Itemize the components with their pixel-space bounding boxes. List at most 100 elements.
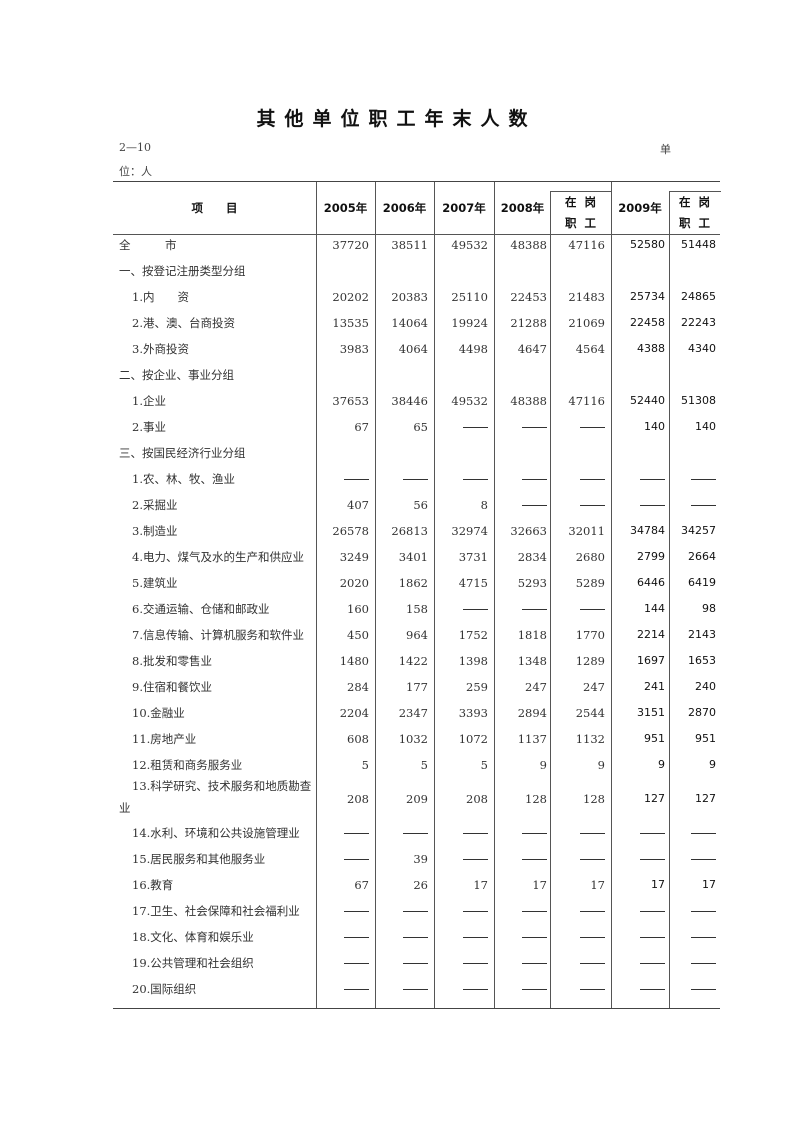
- no-data-dash: [522, 609, 547, 610]
- cell-value: 4647: [517, 342, 547, 356]
- cell-value: 25734: [630, 290, 665, 303]
- cell-value: 9: [539, 758, 547, 772]
- cell-value: 8: [480, 498, 488, 512]
- cell-value: 26813: [391, 524, 428, 538]
- unit-label-part2: 位：人: [119, 165, 152, 178]
- cell-value: 26: [413, 878, 428, 892]
- no-data-dash: [344, 859, 369, 860]
- row-label: 1.农、林、牧、渔业: [132, 472, 235, 486]
- row-label: 10.金融业: [132, 706, 185, 720]
- cell-value: 5293: [517, 576, 547, 590]
- table-row: 5.建筑业 2020 1862 4715 5293 5289 6446 6419: [113, 570, 720, 596]
- cell-value: 208: [466, 792, 488, 806]
- table-row: 17.卫生、社会保障和社会福利业: [113, 898, 720, 924]
- no-data-dash: [463, 609, 488, 610]
- cell-value: 259: [466, 680, 488, 694]
- cell-value: 407: [347, 498, 369, 512]
- cell-value: 158: [406, 602, 428, 616]
- row-label: 19.公共管理和社会组织: [132, 956, 254, 970]
- cell-value: 2544: [575, 706, 605, 720]
- cell-value: 140: [644, 420, 665, 433]
- cell-value: 25110: [451, 290, 488, 304]
- cell-value: 32011: [568, 524, 605, 538]
- table-row: 10.金融业 2204 2347 3393 2894 2544 3151 2870: [113, 700, 720, 726]
- no-data-dash: [691, 505, 716, 506]
- header-on-post-top: 在岗: [565, 195, 604, 209]
- row-label: 17.卫生、社会保障和社会福利业: [132, 904, 300, 918]
- cell-value: 48388: [510, 394, 547, 408]
- cell-value: 1289: [575, 654, 605, 668]
- cell-value: 208: [347, 792, 369, 806]
- cell-value: 2664: [688, 550, 716, 563]
- header-divider: [113, 234, 720, 235]
- cell-value: 98: [702, 602, 716, 615]
- cell-value: 140: [695, 420, 716, 433]
- cell-value: 1770: [575, 628, 605, 642]
- cell-value: 5289: [575, 576, 605, 590]
- cell-value: 209: [406, 792, 428, 806]
- cell-value: 9: [658, 758, 665, 771]
- cell-value: 32974: [451, 524, 488, 538]
- cell-value: 6419: [688, 576, 716, 589]
- no-data-dash: [403, 911, 428, 912]
- row-label: 5.建筑业: [132, 576, 178, 590]
- cell-value: 5: [361, 758, 369, 772]
- cell-value: 14064: [391, 316, 428, 330]
- cell-value: 37653: [332, 394, 369, 408]
- cell-value: 128: [583, 792, 605, 806]
- cell-value: 2799: [637, 550, 665, 563]
- no-data-dash: [522, 859, 547, 860]
- cell-value: 951: [695, 732, 716, 745]
- cell-value: 20202: [332, 290, 369, 304]
- table-row: 2.港、澳、台商投资 13535 14064 19924 21288 21069 22458…: [113, 310, 720, 336]
- cell-value: 1132: [575, 732, 605, 746]
- header-on-post-bottom: 职工: [565, 216, 604, 230]
- no-data-dash: [691, 989, 716, 990]
- cell-value: 1072: [458, 732, 488, 746]
- no-data-dash: [580, 833, 605, 834]
- cell-value: 51308: [681, 394, 716, 407]
- cell-value: 2834: [517, 550, 547, 564]
- cell-value: 160: [347, 602, 369, 616]
- cell-value: 2894: [517, 706, 547, 720]
- no-data-dash: [522, 989, 547, 990]
- cell-value: 51448: [681, 238, 716, 251]
- row-label: 2.事业: [132, 420, 166, 434]
- cell-value: 2020: [339, 576, 369, 590]
- table-row: 2.事业 67 65 140 140: [113, 414, 720, 440]
- no-data-dash: [344, 937, 369, 938]
- cell-value: 39: [413, 852, 428, 866]
- cell-value: 3731: [458, 550, 488, 564]
- row-label: 20.国际组织: [132, 982, 197, 996]
- header-on-post-2009: 在岗 职工: [669, 191, 721, 235]
- table-row: 15.居民服务和其他服务业 39: [113, 846, 720, 872]
- cell-value: 49532: [451, 238, 488, 252]
- cell-value: 13535: [332, 316, 369, 330]
- table-row: 二、按企业、事业分组: [113, 362, 720, 388]
- table-row: 12.租赁和商务服务业 5 5 5 9 9 9 9: [113, 752, 720, 778]
- cell-value: 144: [644, 602, 665, 615]
- no-data-dash: [463, 833, 488, 834]
- header-2007: 2007年: [442, 201, 486, 215]
- cell-value: 52440: [630, 394, 665, 407]
- cell-value: 3151: [637, 706, 665, 719]
- cell-value: 284: [347, 680, 369, 694]
- row-label: 12.租赁和商务服务业: [132, 758, 243, 772]
- row-label: 16.教育: [132, 878, 174, 892]
- cell-value: 1422: [398, 654, 428, 668]
- cell-value: 56: [413, 498, 428, 512]
- no-data-dash: [522, 963, 547, 964]
- cell-value: 17: [473, 878, 488, 892]
- cell-value: 67: [354, 420, 369, 434]
- cell-value: 951: [644, 732, 665, 745]
- cell-value: 4715: [458, 576, 488, 590]
- cell-value: 47116: [568, 238, 605, 252]
- cell-value: 450: [347, 628, 369, 642]
- no-data-dash: [640, 911, 665, 912]
- row-label: 4.电力、煤气及水的生产和供应业: [132, 550, 304, 564]
- table-row: 7.信息传输、计算机服务和软件业 450 964 1752 1818 1770 2214 21…: [113, 622, 720, 648]
- table-row: 8.批发和零售业 1480 1422 1398 1348 1289 1697 1653: [113, 648, 720, 674]
- no-data-dash: [522, 833, 547, 834]
- cell-value: 2143: [688, 628, 716, 641]
- cell-value: 1752: [458, 628, 488, 642]
